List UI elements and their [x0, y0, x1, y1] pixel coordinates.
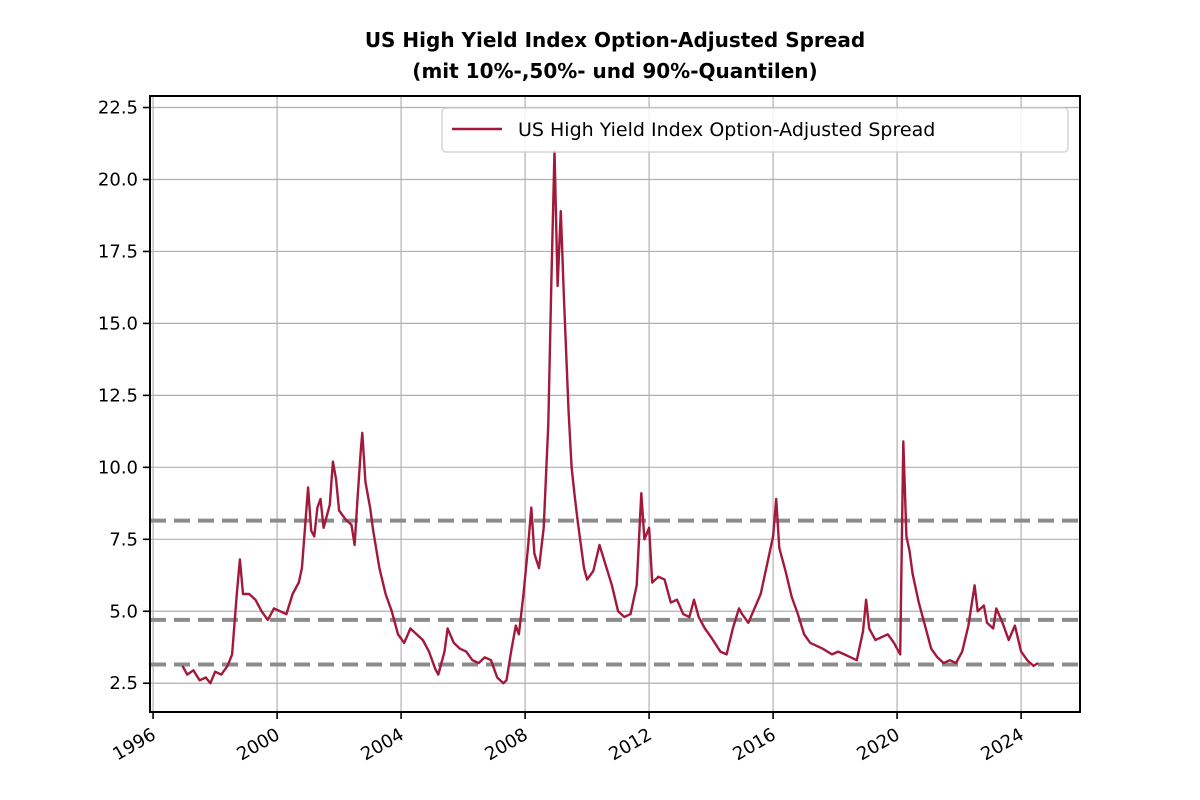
- x-tick-label: 2000: [233, 724, 283, 765]
- series-layer: [181, 149, 1039, 685]
- x-tick-label: 2012: [605, 724, 655, 765]
- y-tick-label: 5.0: [109, 601, 138, 622]
- x-tick-label: 2020: [853, 724, 903, 765]
- x-tick-label: 2016: [729, 724, 779, 765]
- y-tick-label: 15.0: [98, 313, 138, 334]
- plot-frame: [149, 95, 1081, 713]
- chart-subtitle: (mit 10%-,50%- und 90%-Quantilen): [412, 59, 817, 83]
- x-axis: 1996 2000 2004 2008 2012 2016 2020 2024: [109, 712, 1028, 765]
- y-tick-label: 22.5: [98, 98, 138, 119]
- quantile-lines: [150, 518, 1080, 667]
- legend-box: [441, 107, 1069, 153]
- y-tick-label: 10.0: [98, 457, 138, 478]
- y-tick-label: 2.5: [109, 673, 138, 694]
- chart-title: US High Yield Index Option-Adjusted Spre…: [365, 28, 865, 52]
- y-tick-label: 12.5: [98, 385, 138, 406]
- y-tick-label: 20.0: [98, 169, 138, 190]
- legend-label: US High Yield Index Option-Adjusted Spre…: [518, 119, 935, 141]
- x-tick-label: 2004: [357, 724, 407, 765]
- legend: US High Yield Index Option-Adjusted Spre…: [441, 107, 1069, 153]
- x-tick-label: 2024: [977, 724, 1027, 765]
- series-line-0: [181, 149, 1039, 685]
- y-axis: 2.5 5.0 7.5 10.0 12.5 15.0 17.5 20.0 22.5: [98, 98, 150, 694]
- x-tick-label: 2008: [481, 724, 531, 765]
- x-tick-label: 1996: [109, 724, 159, 765]
- y-tick-label: 17.5: [98, 241, 138, 262]
- y-tick-label: 7.5: [109, 529, 138, 550]
